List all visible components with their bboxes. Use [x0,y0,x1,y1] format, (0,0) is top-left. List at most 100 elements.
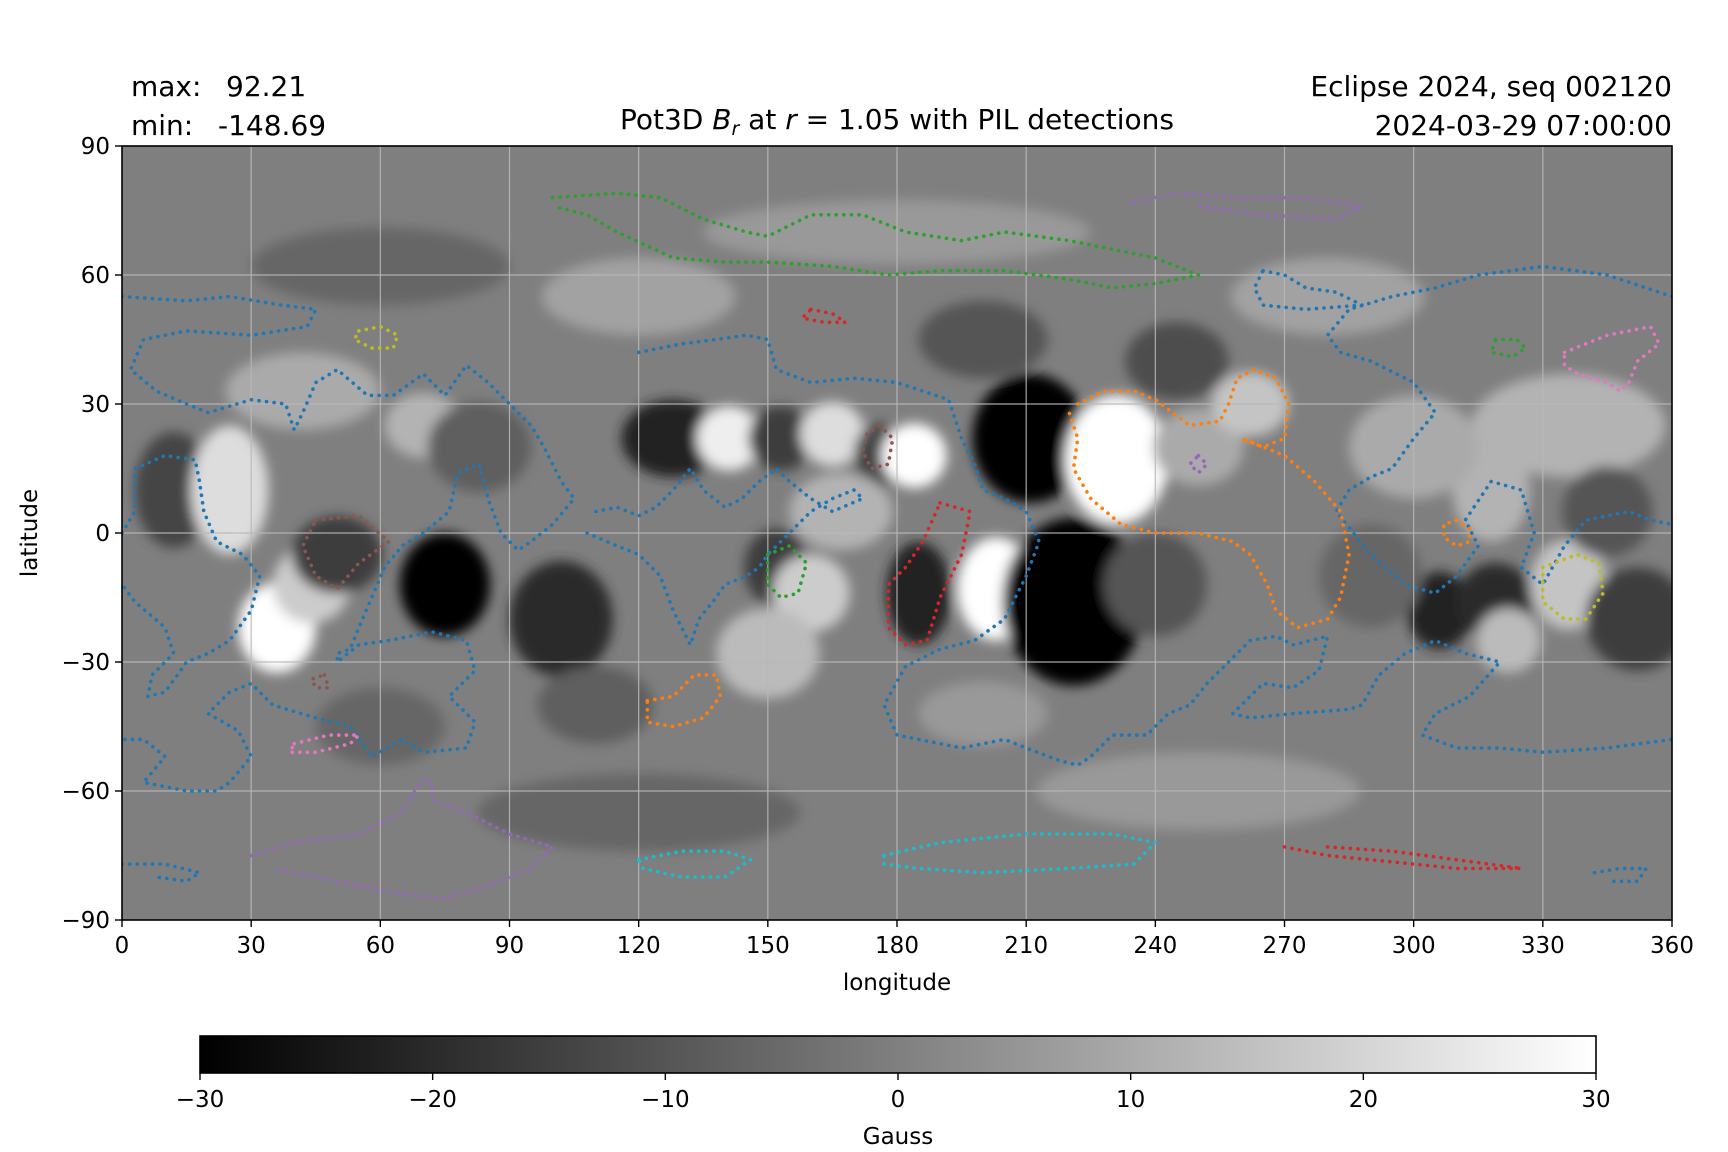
pil-contour [122,294,576,793]
field-feature [537,666,654,744]
field-feature [918,300,1048,379]
pil-contour [288,733,361,755]
field-feature [1153,408,1244,486]
y-tick-label: 60 [81,263,110,289]
field-feature [621,399,725,478]
colorbar: −30 −20 −10 0 10 20 30 Gauss [176,1035,1611,1150]
field-feature [225,352,381,430]
datetime-label: 2024-03-29 07:00:00 [1375,109,1672,142]
min-label: min: [131,109,193,142]
pil-contour [550,191,1201,290]
colorbar-tick-label: −10 [641,1087,690,1113]
title-var: r [785,103,798,136]
title-mid: at [739,103,785,136]
field-feature [399,533,491,637]
colorbar-tick-label: −20 [408,1087,457,1113]
field-feature [1585,567,1672,671]
x-tick-label: 150 [746,933,790,959]
pil-contour [122,862,202,884]
field-feature [748,406,814,471]
pil-contour [300,513,391,591]
field-feature [800,401,865,467]
colorbar-tick-label: 20 [1349,1087,1378,1113]
pil-contour [309,673,331,690]
y-tick-label: 0 [95,521,110,547]
pil-contour [800,307,848,325]
pil-contour [1067,367,1351,630]
field-feature [972,373,1089,503]
max-label: max: [131,70,201,103]
pil-contour [249,776,555,901]
field-feature [918,681,1048,746]
pil-contour [1325,264,1672,596]
y-tick-label: 90 [81,134,110,160]
field-feature [509,560,613,678]
colorbar-tick-label: 30 [1581,1087,1610,1113]
x-tick-label: 360 [1650,933,1694,959]
x-tick-label: 0 [115,933,130,959]
x-tick-label: 120 [617,933,661,959]
pil-contour [636,849,753,879]
x-tick-label: 210 [1004,933,1048,959]
field-feature [1064,395,1169,525]
field-feature [427,401,532,493]
pil-contour [1132,191,1364,221]
field-features [134,199,1672,852]
y-axis-ticks: −90 −60 −30 0 30 60 90 [61,134,122,934]
x-tick-label: 270 [1263,933,1307,959]
y-tick-label: −60 [61,779,110,805]
x-tick-label: 30 [237,933,266,959]
field-feature [1471,373,1666,478]
grid [122,146,1672,920]
field-feature [881,423,947,488]
field-feature [1125,322,1229,400]
x-tick-label: 300 [1392,933,1436,959]
pil-detections [122,191,1672,901]
y-tick-label: −30 [61,650,110,676]
field-feature [1230,257,1425,336]
max-value: 92.21 [226,70,306,103]
colorbar-label: Gauss [863,1124,933,1150]
field-feature [1318,524,1423,628]
field-feature [772,554,850,632]
title-symbol: B [712,103,731,136]
x-tick-label: 90 [495,933,524,959]
pil-contour [886,501,973,647]
pil-contour [1282,845,1524,871]
colorbar-gradient [199,1035,1597,1074]
event-label: Eclipse 2024, seq 002120 [1310,70,1672,103]
x-tick-label: 180 [875,933,919,959]
field-feature [190,425,269,555]
y-tick-label: −90 [61,908,110,934]
title-suffix: = 1.05 with PIL detections [797,103,1174,136]
colorbar-tick-label: 0 [891,1087,906,1113]
x-axis-label: longitude [843,970,951,996]
field-feature [1476,608,1541,673]
field-feature [886,541,951,645]
pil-contour [1562,324,1661,393]
pil-contour [1188,453,1209,475]
y-axis-label: latitude [17,489,43,577]
x-tick-label: 240 [1133,933,1177,959]
pil-contour [352,324,400,350]
pil-contour [585,466,865,647]
pil-contour [860,423,895,471]
title-subscript: r [731,118,740,140]
pil-contour [636,333,1672,768]
title-prefix: Pot3D [620,103,712,136]
pil-contour [645,673,723,729]
pil-contour [1592,866,1648,884]
y-tick-label: 30 [81,392,110,418]
colorbar-tick-label: −30 [176,1087,225,1113]
field-feature [696,406,762,471]
field-feature [789,472,893,551]
x-tick-label: 60 [366,933,395,959]
field-feature [1002,517,1145,686]
pil-contour [882,832,1158,875]
x-tick-label: 330 [1521,933,1565,959]
pil-contour [1252,268,1364,312]
pil-contour [1541,552,1605,621]
colorbar-ticks: −30 −20 −10 0 10 20 30 [176,1073,1611,1113]
field-feature [1562,466,1653,557]
